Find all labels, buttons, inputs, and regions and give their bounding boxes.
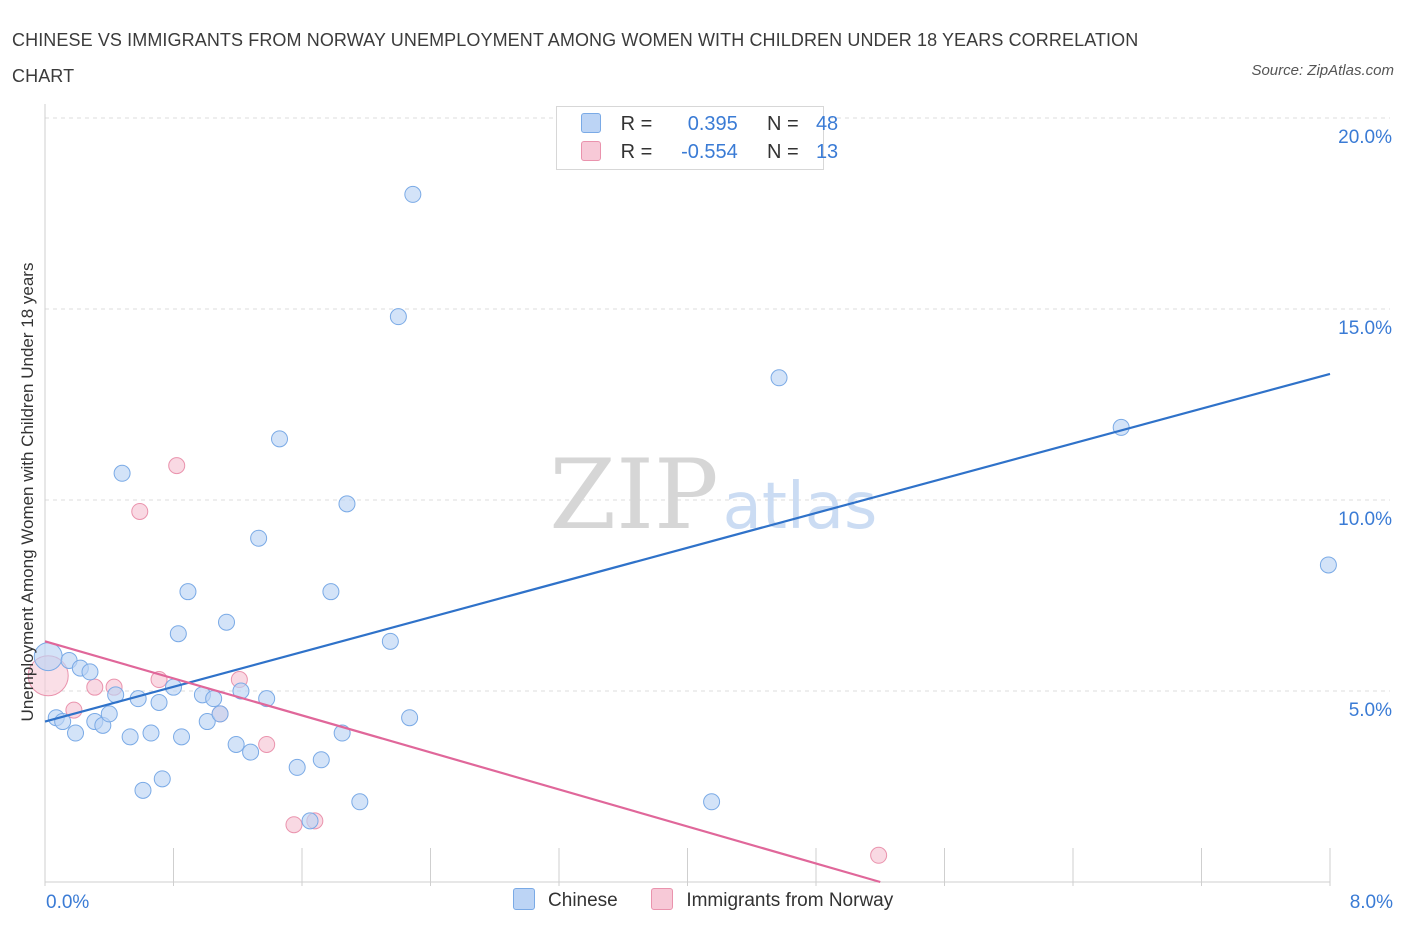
chinese-point	[1319, 556, 1337, 574]
chart-title: CHINESE VS IMMIGRANTS FROM NORWAY UNEMPL…	[12, 30, 1139, 86]
chinese-point	[351, 793, 369, 811]
x-tick-label: 8.0%	[1350, 892, 1393, 913]
chinese-point	[288, 758, 306, 776]
chinese-point	[242, 743, 260, 761]
legend-r-value: -0.554	[681, 141, 738, 163]
watermark-zip: ZIP	[549, 439, 718, 551]
legend-item-norway[interactable]: Immigrants from Norway	[651, 888, 893, 912]
legend-swatch-blue	[581, 113, 601, 133]
chinese-point	[134, 781, 152, 799]
y-tick-label: 20.0%	[1338, 127, 1392, 148]
chinese-point	[232, 682, 250, 700]
legend-r-label: R =	[620, 113, 653, 135]
chinese-point	[218, 613, 236, 631]
legend-r-value: 0.395	[687, 113, 738, 135]
series-legend: Chinese Immigrants from Norway	[0, 888, 1406, 912]
chinese-point	[381, 632, 399, 650]
legend-n-value: 48	[815, 113, 839, 135]
chinese-point	[169, 625, 187, 643]
legend-row-chinese: R = 0.395 N = 48	[581, 113, 838, 137]
chinese-point	[33, 642, 63, 672]
chinese-point	[121, 728, 139, 746]
trend-lines	[44, 372, 1331, 884]
chinese-point	[150, 693, 168, 711]
y-tick-label: 15.0%	[1338, 318, 1392, 339]
chinese-point	[67, 724, 85, 742]
legend-swatch-pink	[651, 888, 674, 910]
gridlines	[45, 117, 1390, 692]
legend-n-value: 13	[815, 141, 839, 163]
x-tick-label: 0.0%	[46, 892, 89, 913]
chinese-point	[301, 812, 319, 830]
chinese-point	[322, 583, 340, 601]
chinese-point	[142, 724, 160, 742]
chinese-point	[113, 464, 131, 482]
chinese-point	[81, 663, 99, 681]
legend-label-norway: Immigrants from Norway	[686, 890, 894, 911]
legend-n-label: N =	[766, 113, 799, 135]
chinese-point	[205, 690, 223, 708]
chinese-point	[258, 690, 276, 708]
norway-trend-line	[44, 640, 881, 884]
chinese-point	[100, 705, 118, 723]
chinese-point	[173, 728, 191, 746]
legend-item-chinese[interactable]: Chinese	[512, 888, 618, 912]
chinese-point	[227, 735, 245, 753]
norway-point	[258, 735, 276, 753]
series-chinese-points	[33, 185, 1337, 830]
y-axis-label: Unemployment Among Women with Children U…	[18, 262, 37, 722]
source-credit: Source: ZipAtlas.com	[1251, 62, 1394, 79]
chinese-point	[389, 308, 407, 326]
chinese-point	[770, 369, 788, 387]
chinese-point	[703, 793, 721, 811]
norway-point	[870, 846, 888, 864]
chinese-point	[401, 709, 419, 727]
chinese-point	[179, 583, 197, 601]
tick-labels: 5.0% 10.0% 15.0% 20.0% 0.0% 8.0%	[46, 127, 1393, 913]
axes	[44, 104, 1331, 886]
chinese-point	[404, 185, 422, 203]
chinese-point	[250, 529, 268, 547]
chinese-point	[312, 751, 330, 769]
y-tick-label: 5.0%	[1349, 700, 1392, 721]
chinese-point	[153, 770, 171, 788]
norway-point	[131, 502, 149, 520]
norway-point	[86, 678, 104, 696]
legend-swatch-pink	[581, 141, 601, 161]
chinese-trend-line	[44, 372, 1331, 723]
y-tick-label: 10.0%	[1338, 509, 1392, 530]
norway-point	[168, 457, 186, 475]
legend-r-label: R =	[620, 141, 653, 163]
chinese-point	[271, 430, 289, 448]
norway-point	[285, 816, 303, 834]
correlation-legend: R = 0.395 N = 48 R = -0.554 N = 13	[556, 106, 838, 170]
legend-swatch-blue	[512, 888, 535, 910]
chinese-point	[338, 495, 356, 513]
legend-n-label: N =	[766, 141, 799, 163]
legend-label-chinese: Chinese	[548, 890, 618, 911]
legend-row-norway: R = -0.554 N = 13	[581, 141, 838, 165]
chinese-point	[198, 713, 216, 731]
chinese-point	[211, 705, 229, 723]
